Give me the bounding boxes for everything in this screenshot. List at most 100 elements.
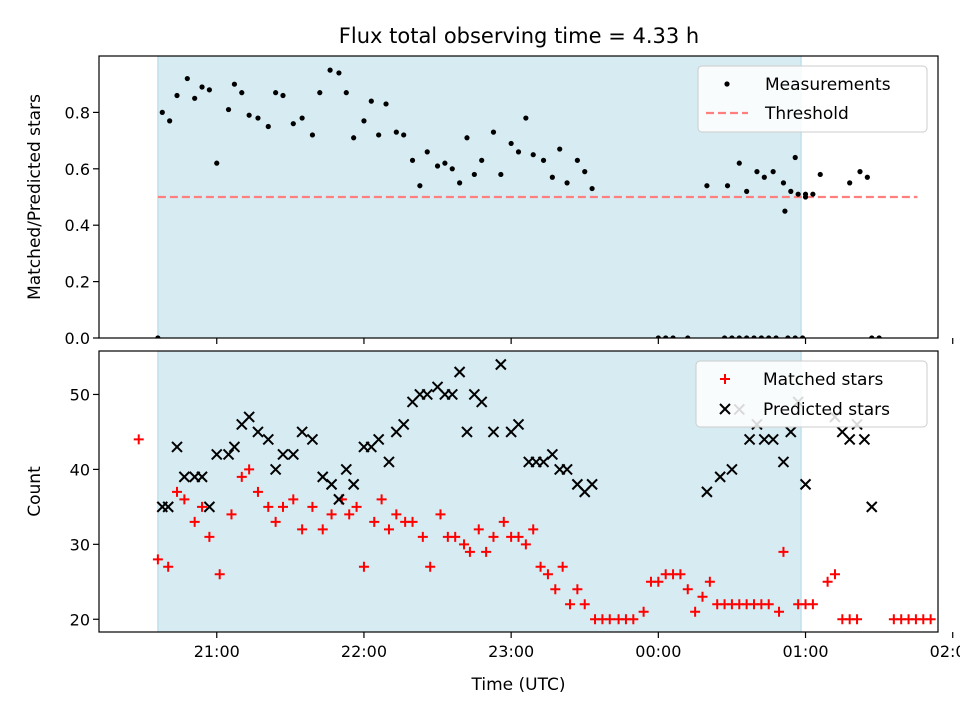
data-point (277, 501, 288, 512)
data-point (307, 501, 318, 512)
data-point (361, 118, 367, 124)
data-point (810, 191, 816, 197)
data-point (391, 509, 402, 520)
data-point (528, 524, 539, 535)
data-point (297, 524, 308, 535)
data-point (638, 606, 649, 617)
x-axis-label: Time (UTC) (471, 675, 566, 695)
observing-span (157, 55, 802, 339)
data-point (540, 157, 547, 163)
data-point (401, 132, 407, 138)
data-point (685, 335, 691, 338)
data-point (376, 132, 382, 138)
data-point (604, 614, 615, 625)
data-point (270, 516, 281, 527)
data-point (421, 388, 433, 401)
data-point (317, 524, 328, 535)
data-point (225, 106, 232, 113)
data-point (729, 335, 735, 338)
data-point (670, 335, 676, 338)
legend-marker-predicted (719, 403, 731, 415)
data-point (383, 456, 395, 468)
data-point (513, 531, 524, 542)
data-point (758, 335, 764, 338)
data-point (690, 606, 701, 617)
legend: Matched stars Predicted stars (695, 360, 928, 428)
data-point (697, 591, 708, 602)
data-point (231, 81, 238, 87)
data-point (358, 561, 369, 572)
data-point (948, 614, 958, 624)
data-point (262, 433, 274, 446)
data-point (782, 208, 788, 214)
data-point (178, 471, 191, 483)
data-point (714, 471, 726, 483)
data-point (424, 149, 430, 155)
data-point (508, 140, 514, 147)
data-point (857, 169, 863, 175)
data-point (453, 366, 466, 378)
y-tick-label: 30 (70, 535, 90, 554)
data-point (206, 87, 212, 93)
data-point (574, 157, 580, 163)
data-point (751, 335, 757, 338)
data-point (376, 494, 387, 505)
legend-marker-measurements (724, 81, 730, 87)
data-point (244, 464, 255, 475)
plot-area (133, 358, 958, 625)
data-point (226, 509, 237, 520)
data-point (163, 561, 174, 572)
data-point (174, 92, 180, 99)
data-point (383, 524, 394, 535)
data-point (799, 335, 806, 338)
data-point (802, 194, 809, 200)
data-point (214, 569, 225, 580)
data-point (343, 90, 349, 96)
data-point (866, 501, 878, 513)
data-point (479, 157, 485, 163)
data-point (372, 433, 385, 446)
data-point (490, 129, 497, 135)
data-point (744, 188, 750, 194)
data-point (290, 121, 296, 127)
data-point (675, 569, 686, 580)
legend-label-predicted: Predicted stars (763, 400, 890, 420)
data-point (159, 109, 165, 115)
data-point (586, 478, 598, 491)
data-point (309, 132, 316, 138)
legend-label-threshold: Threshold (764, 104, 849, 124)
data-point (255, 115, 261, 121)
data-point (488, 531, 499, 542)
data-point (228, 441, 241, 453)
data-point (336, 70, 342, 76)
data-point (655, 335, 661, 338)
legend-label-measurements: Measurements (765, 75, 891, 95)
data-point (663, 335, 669, 338)
data-point (167, 118, 173, 124)
x-tick-label: 21:00 (194, 642, 240, 661)
series-measurements (155, 67, 882, 338)
data-point (704, 576, 715, 587)
data-point (196, 471, 208, 483)
data-point (369, 516, 380, 527)
data-point (579, 599, 590, 610)
data-point (473, 524, 484, 535)
data-point (778, 546, 789, 557)
data-point (417, 531, 428, 542)
data-point (795, 191, 801, 197)
data-point (876, 335, 882, 338)
data-point (550, 584, 561, 595)
data-point (653, 576, 664, 587)
y-axis-label: Count (25, 466, 45, 517)
observing-span (157, 350, 802, 633)
data-point (925, 614, 936, 625)
data-point (326, 509, 337, 520)
data-point (317, 90, 323, 96)
data-point (252, 426, 264, 438)
y-tick-label: 0.2 (65, 273, 90, 292)
legend: Measurements Threshold (697, 65, 928, 133)
data-point (222, 448, 235, 461)
plot-area (155, 67, 882, 338)
data-point (495, 358, 507, 371)
data-point (758, 433, 771, 446)
